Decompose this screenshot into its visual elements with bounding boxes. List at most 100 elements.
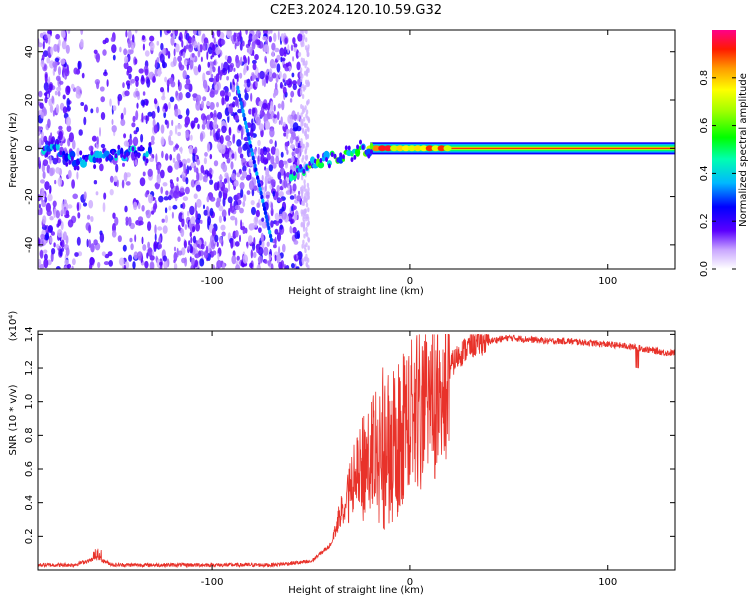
noise-speckle [265, 167, 270, 178]
noise-speckle [235, 96, 239, 107]
noise-speckle [209, 153, 213, 160]
ridge-halo [114, 153, 118, 159]
noise-speckle [276, 111, 280, 121]
noise-speckle [153, 124, 159, 134]
noise-speckle [268, 253, 272, 261]
noise-speckle [146, 78, 151, 88]
noise-speckle [173, 246, 177, 252]
ridge-halo [65, 161, 69, 167]
noise-speckle [147, 114, 150, 122]
noise-speckle [119, 46, 122, 53]
noise-speckle [207, 46, 213, 55]
noise-speckle [160, 186, 163, 194]
noise-speckle [278, 246, 281, 256]
noise-speckle [301, 128, 305, 134]
ridge-halo [361, 144, 365, 150]
noise-speckle [277, 171, 282, 180]
noise-speckle [295, 49, 300, 59]
noise-speckle [166, 30, 171, 34]
noise-speckle [196, 94, 202, 103]
noise-speckle [222, 197, 226, 207]
noise-speckle [260, 232, 264, 241]
noise-speckle [304, 130, 307, 136]
noise-speckle [275, 155, 280, 165]
noise-speckle [181, 257, 187, 264]
noise-speckle [197, 64, 202, 73]
noise-speckle [168, 140, 174, 146]
noise-speckle [135, 110, 139, 121]
noise-speckle [163, 111, 167, 119]
noise-speckle [164, 207, 168, 214]
noise-speckle [86, 214, 91, 220]
noise-speckle [190, 120, 196, 129]
noise-speckle [277, 30, 280, 41]
noise-speckle [47, 225, 54, 233]
noise-speckle [242, 40, 245, 47]
noise-speckle [208, 77, 215, 83]
noise-speckle [44, 196, 48, 203]
noise-speckle [209, 65, 213, 76]
colorbar-ticks: 0.0 0.2 0.4 0.6 0.8 [699, 70, 736, 277]
noise-speckle [123, 133, 127, 139]
noise-speckle [128, 73, 132, 80]
noise-speckle [134, 58, 138, 65]
noise-speckle [133, 251, 139, 260]
noise-speckle [296, 61, 301, 71]
diagonal-trace-blob [257, 183, 261, 188]
noise-speckle [106, 79, 109, 87]
diagonal-trace-blob [265, 218, 269, 223]
noise-speckle [276, 232, 282, 242]
ridge-halo [84, 156, 88, 162]
noise-speckle [291, 151, 295, 157]
noise-speckle [279, 178, 283, 184]
noise-speckle [68, 132, 74, 143]
ridge-halo [367, 153, 371, 159]
noise-speckle [158, 236, 162, 245]
x-tick-label: 100 [598, 276, 617, 287]
noise-speckle [188, 240, 191, 246]
noise-speckle [234, 230, 239, 238]
y-tick-label: 1.4 [24, 326, 35, 342]
noise-speckle [228, 127, 231, 134]
diagonal-trace-blob [249, 144, 253, 149]
noise-speckle [149, 35, 155, 42]
noise-speckle [185, 78, 191, 86]
noise-speckle [53, 43, 58, 52]
noise-speckle [251, 41, 256, 50]
noise-speckle [111, 125, 117, 133]
noise-speckle [268, 36, 272, 43]
noise-speckle [297, 158, 300, 167]
noise-speckle [65, 116, 71, 127]
noise-speckle [38, 131, 41, 137]
noise-speckle [59, 241, 63, 246]
ridge-halo [125, 152, 129, 157]
noise-speckle [131, 122, 136, 128]
noise-speckle [236, 172, 241, 178]
noise-speckle [162, 225, 168, 234]
noise-speckle [210, 55, 213, 60]
noise-speckle [270, 202, 274, 212]
snr-plot-area [38, 331, 675, 570]
noise-speckle [174, 108, 179, 117]
noise-speckle [245, 30, 248, 35]
noise-speckle [38, 203, 41, 209]
noise-speckle [178, 92, 183, 101]
colorbar-tick-label: 0.6 [699, 118, 710, 134]
y-tick-label: 0.2 [24, 528, 35, 544]
ridge-halo [59, 150, 63, 156]
noise-speckle [178, 250, 183, 256]
noise-speckle [189, 59, 194, 70]
noise-speckle [109, 189, 114, 196]
noise-speckle [216, 241, 219, 247]
noise-speckle [62, 106, 68, 114]
noise-speckle [99, 232, 105, 243]
noise-speckle [263, 30, 268, 35]
y-tick-label: 0 [24, 145, 35, 151]
noise-speckle [93, 239, 98, 246]
noise-speckle [86, 238, 89, 248]
noise-speckle [301, 189, 304, 194]
noise-speckle [306, 47, 310, 53]
noise-speckle [293, 47, 297, 53]
noise-speckle [294, 193, 297, 200]
noise-speckle [216, 259, 222, 269]
